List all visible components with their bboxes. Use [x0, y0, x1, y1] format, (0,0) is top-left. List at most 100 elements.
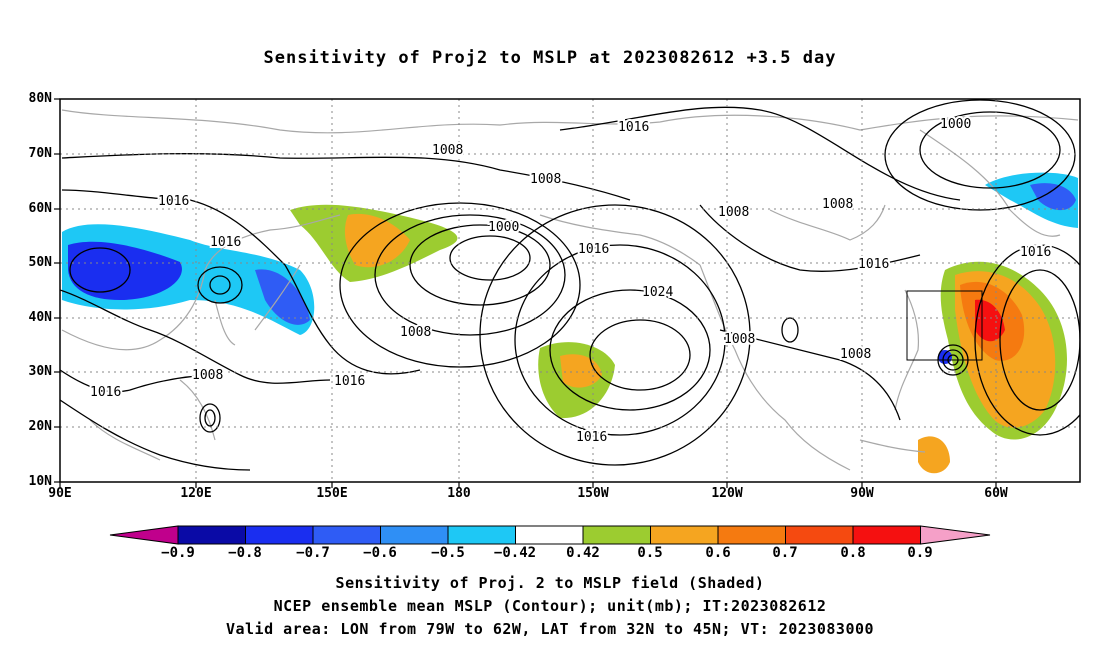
- contour-high-korea-inner: [209, 275, 231, 295]
- contour-label: 1016: [858, 257, 889, 272]
- shade-positive-kamchatka-core: [344, 213, 410, 268]
- shading-layer: [62, 172, 1078, 474]
- contour-label: 1016: [618, 120, 649, 135]
- contour-line: [61, 153, 631, 201]
- contour-label: 1008: [724, 332, 755, 347]
- lon-label: 90E: [48, 486, 72, 501]
- lat-label: 60N: [28, 201, 52, 216]
- coast-hudson: [769, 204, 886, 241]
- valid-area-box: [906, 290, 983, 361]
- contour-high-pacific-3: [514, 244, 726, 436]
- caption-shading: Sensitivity of Proj. 2 to MSLP field (Sh…: [335, 574, 765, 592]
- colorbar-bin: [380, 525, 449, 545]
- grid-layer: [60, 99, 1080, 482]
- lat-label: 70N: [28, 146, 52, 161]
- coast-greenland: [919, 129, 1061, 237]
- contour-label: 1016: [576, 430, 607, 445]
- colorbar-label: 0.9: [907, 545, 933, 561]
- colorbar-label: −0.9: [161, 545, 195, 561]
- contour-label: 1000: [940, 117, 971, 132]
- contour-label: 1008: [432, 143, 463, 158]
- plot-title: Sensitivity of Proj2 to MSLP at 20230826…: [263, 48, 837, 68]
- contour-label: 1000: [488, 220, 519, 235]
- contour-high-atlantic-2: [974, 244, 1080, 436]
- contour-low-aleutian-3: [374, 214, 566, 336]
- contour-high-pacific-2: [549, 289, 711, 411]
- contour-label: 1008: [840, 347, 871, 362]
- contour-line: [61, 189, 421, 375]
- colorbar-low-end: [109, 525, 179, 545]
- colorbar-bin: [785, 525, 854, 545]
- contour-label: 1008: [530, 172, 561, 187]
- contour-high-korea: [197, 266, 243, 304]
- lon-label: 150E: [316, 486, 348, 501]
- contour-label: 1016: [90, 385, 121, 400]
- lon-label: 90W: [850, 486, 874, 501]
- tick-marks: [54, 98, 997, 488]
- colorbar-bin: [312, 525, 381, 545]
- coast-asia: [61, 214, 341, 351]
- colorbar-label: −0.8: [228, 545, 262, 561]
- colorbar-label: −0.7: [296, 545, 330, 561]
- colorbar-label: 0.42: [566, 545, 600, 561]
- lat-label: 40N: [28, 310, 52, 325]
- contour-high-pacific-1: [589, 319, 691, 391]
- contour-label: 1016: [210, 235, 241, 250]
- contour-low-greenland: [919, 111, 1061, 189]
- shade-negative-japan: [255, 269, 310, 325]
- colorbar-bin: [582, 525, 651, 545]
- colorbar-high-end: [920, 525, 991, 545]
- coast-north-america-east: [894, 289, 920, 411]
- contour-line: [719, 329, 901, 421]
- coast-arctic: [61, 109, 1079, 134]
- contour-low-siberia: [69, 247, 131, 293]
- lon-label: 180: [447, 486, 471, 501]
- colorbar-label: 0.8: [840, 545, 866, 561]
- colorbar-label: 0.5: [637, 545, 663, 561]
- caption-contour: NCEP ensemble mean MSLP (Contour); unit(…: [273, 597, 827, 615]
- contour-high-pacific-4: [479, 204, 751, 466]
- contour-label: 1016: [158, 194, 189, 209]
- contour-label: 1016: [578, 242, 609, 257]
- contour-low-aleutian-2: [409, 224, 551, 306]
- map-layers: 1016 1008 1016 1008 1016 1000 1016 1008 …: [60, 99, 1080, 482]
- colorbar-bin: [852, 525, 921, 545]
- colorbar-label: −0.6: [363, 545, 397, 561]
- contour-label: 1016: [334, 374, 365, 389]
- colorbar-bin: [717, 525, 786, 545]
- coast-alaska: [539, 214, 701, 266]
- contour-small-high: [199, 403, 221, 433]
- contour-low-aleutian-1: [449, 235, 531, 281]
- colorbar-bin: [245, 525, 314, 545]
- colorbar-label: 0.7: [772, 545, 798, 561]
- colorbar-label: 0.6: [705, 545, 731, 561]
- lat-label: 20N: [28, 419, 52, 434]
- contour-high-atlantic-1: [999, 269, 1080, 411]
- contour-label: 1016: [1020, 245, 1051, 260]
- shade-negative-eurasia-core: [68, 241, 182, 300]
- colorbar-bin: [650, 525, 719, 545]
- contour-label: 1008: [192, 368, 223, 383]
- caption-valid-area: Valid area: LON from 79W to 62W, LAT fro…: [225, 620, 875, 638]
- contour-label: 1008: [822, 197, 853, 212]
- shade-positive-caribbean: [918, 436, 950, 474]
- map-frame: [59, 98, 1081, 483]
- contour-layer: [60, 99, 1080, 471]
- colorbar-bin: [447, 525, 516, 545]
- colorbar-label: −0.5: [431, 545, 465, 561]
- colorbar: [109, 525, 991, 545]
- lat-label: 10N: [28, 474, 52, 489]
- lon-label: 120W: [711, 486, 743, 501]
- contour-label: 1008: [400, 325, 431, 340]
- contour-line: [60, 289, 331, 384]
- contour-line: [559, 106, 961, 201]
- lat-label: 80N: [28, 91, 52, 106]
- contour-line: [60, 369, 221, 393]
- contour-line: [699, 204, 921, 272]
- contour-label: 1008: [718, 205, 749, 220]
- coast-japan: [254, 264, 301, 331]
- colorbar-bin: [515, 525, 584, 545]
- lat-label: 30N: [28, 364, 52, 379]
- contour-low-greenland-2: [884, 99, 1076, 211]
